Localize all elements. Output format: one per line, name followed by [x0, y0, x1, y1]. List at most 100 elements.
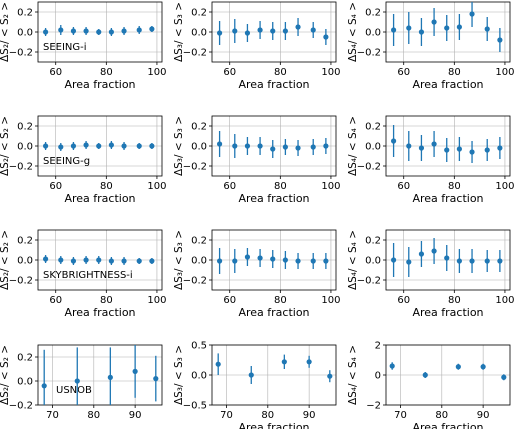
y-axis-label: ΔS₂/ < S₂ > — [0, 230, 11, 290]
data-point — [390, 138, 397, 144]
panel-p4: 60 80 100 −0.2 0.0 0.2 Area fraction ΔS₂/ < S₂ … — [0, 115, 166, 205]
data-point — [497, 145, 503, 151]
data-point — [96, 257, 102, 263]
data-point — [282, 28, 288, 34]
data-point — [390, 27, 397, 33]
data-point — [216, 141, 223, 147]
data-point — [121, 143, 127, 149]
data-point — [295, 145, 301, 151]
x-tick-label: 70 — [46, 410, 59, 421]
data-point — [216, 258, 223, 264]
data-point — [390, 257, 397, 263]
panel-p2: 60 80 100 −0.2 0.0 0.2 Area fraction ΔS₃/ < S₃ … — [173, 1, 340, 91]
data-point — [406, 143, 412, 149]
data-point — [497, 258, 503, 264]
y-tick-label: −0.2 — [183, 276, 207, 287]
x-axis-label: Area fraction — [412, 421, 483, 429]
y-tick-label: 0.0 — [17, 28, 33, 39]
data-point — [484, 147, 490, 153]
data-point — [306, 359, 312, 365]
x-tick-label: 80 — [448, 295, 461, 306]
y-tick-label: 0.2 — [365, 8, 381, 19]
y-tick-label: 0.0 — [365, 142, 381, 153]
x-axis-label: Area fraction — [64, 78, 135, 91]
data-point — [42, 29, 49, 35]
data-point — [480, 364, 486, 370]
y-axis-label: ΔS₃/ < S₃ > — [173, 116, 185, 176]
data-point — [295, 24, 301, 30]
data-point — [418, 145, 425, 151]
data-point — [70, 258, 77, 264]
data-point — [406, 259, 412, 265]
panel-annotation: SEEING-i — [43, 42, 87, 53]
data-point — [83, 28, 89, 34]
y-tick-label: 0.0 — [17, 142, 33, 153]
y-axis-label: ΔS₄/ < S₄ > — [347, 230, 359, 290]
data-point — [244, 254, 251, 260]
y-tick-label: 0.2 — [17, 353, 33, 364]
x-axis-label: Area fraction — [238, 192, 309, 205]
data-point — [282, 257, 288, 263]
y-tick-label: −0.2 — [9, 276, 33, 287]
data-point — [42, 256, 49, 262]
x-tick-label: 80 — [274, 67, 287, 78]
x-tick-label: 90 — [129, 410, 142, 421]
data-point — [406, 25, 412, 31]
data-point — [232, 143, 238, 149]
panel-p7: 60 80 100 −0.2 0.0 0.2 Area fraction ΔS₂/ < S₂ … — [0, 229, 166, 319]
data-point — [70, 28, 77, 34]
x-tick-label: 60 — [397, 295, 410, 306]
data-point — [469, 258, 475, 264]
x-tick-label: 80 — [100, 67, 113, 78]
data-point — [257, 143, 263, 149]
data-point — [456, 24, 462, 30]
x-tick-label: 80 — [448, 67, 461, 78]
data-point — [444, 25, 450, 31]
data-point — [244, 143, 251, 149]
data-point — [149, 258, 155, 264]
y-tick-label: 0.2 — [365, 236, 381, 247]
data-point — [58, 27, 64, 33]
data-point — [215, 361, 221, 367]
x-tick-label: 60 — [223, 181, 236, 192]
y-tick-label: 0.2 — [365, 122, 381, 133]
x-tick-label: 80 — [274, 181, 287, 192]
data-point — [310, 27, 316, 33]
x-tick-label: 90 — [477, 410, 490, 421]
y-tick-label: −0.2 — [357, 48, 381, 59]
data-point — [497, 37, 503, 43]
panel-annotation: SKYBRIGHTNESS-i — [43, 270, 133, 281]
data-point — [74, 378, 80, 384]
data-point — [96, 29, 102, 35]
data-point — [132, 368, 138, 374]
data-point — [418, 251, 425, 257]
x-tick-label: 60 — [397, 67, 410, 78]
x-tick-label: 80 — [261, 410, 274, 421]
x-tick-label: 100 — [321, 67, 340, 78]
data-point — [456, 258, 462, 264]
y-axis-label: ΔS₄/ < S₄ > — [347, 345, 359, 405]
x-axis-label: Area fraction — [64, 192, 135, 205]
y-tick-label: 0.5 — [191, 341, 207, 352]
data-point — [469, 149, 475, 155]
y-tick-label: 0.2 — [17, 8, 33, 19]
x-tick-label: 100 — [147, 67, 166, 78]
panel-p5: 60 80 100 −0.2 0.0 0.2 Area fraction ΔS₃/ < S₃ … — [173, 115, 340, 205]
x-tick-label: 100 — [147, 181, 166, 192]
y-tick-label: 0.0 — [365, 28, 381, 39]
x-tick-label: 90 — [303, 410, 316, 421]
y-tick-label: 0.2 — [191, 122, 207, 133]
x-tick-label: 60 — [49, 67, 62, 78]
data-point — [295, 258, 301, 264]
data-point — [484, 258, 490, 264]
y-tick-label: 0.0 — [17, 256, 33, 267]
data-point — [257, 255, 263, 261]
axes-frame — [37, 344, 163, 406]
x-tick-label: 80 — [435, 410, 448, 421]
data-point — [310, 144, 316, 150]
panel-annotation: USNOB — [56, 385, 92, 396]
y-tick-label: −0.5 — [183, 401, 207, 412]
data-point — [149, 26, 155, 32]
x-axis-label: Area fraction — [238, 78, 309, 91]
